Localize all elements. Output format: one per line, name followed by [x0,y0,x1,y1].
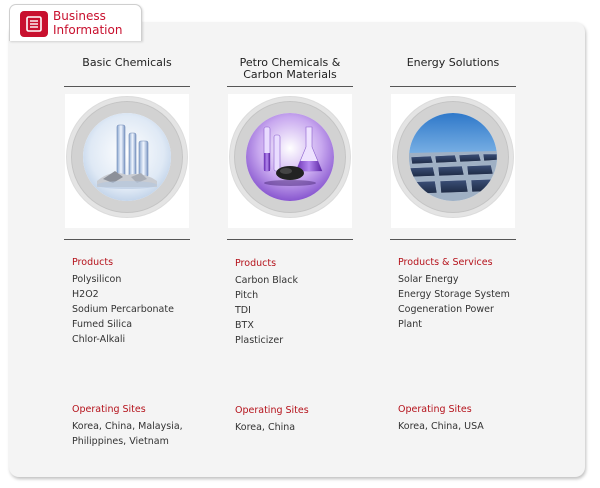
products-list: Solar Energy Energy Storage System Cogen… [398,272,510,332]
divider [227,86,353,87]
column-title: Basic Chemicals [82,56,172,69]
image-frame [391,94,515,228]
list-item: Polysilicon [72,274,122,285]
operating-sites-text: Korea, China, Malaysia, Philippines, Vie… [72,421,183,447]
list-item: Solar Energy [398,274,459,285]
list-item: Carbon Black [235,275,298,286]
divider [64,239,190,240]
column-title: Petro Chemicals & Carbon Materials [239,56,341,81]
operating-sites-text: Korea, China [235,422,296,433]
products-list: Polysilicon H2O2 Sodium Percarbonate Fum… [72,272,174,347]
divider [390,239,516,240]
operating-sites-heading: Operating Sites [235,405,309,416]
products-heading: Products [72,257,114,268]
business-information-tab[interactable]: Business Information [9,4,142,41]
list-item: Plant [398,319,422,330]
list-item: H2O2 [72,289,99,300]
image-frame [228,94,352,228]
list-item: Chlor-Alkali [72,334,126,345]
divider [227,239,353,240]
list-item: Plasticizer [235,335,284,346]
operating-sites-heading: Operating Sites [72,404,146,415]
tab-label: Business Information [53,9,123,37]
list-item: Sodium Percarbonate [72,304,174,315]
list-item: Pitch [235,290,259,301]
solar-panel-field-image [409,113,497,201]
divider [64,86,190,87]
products-heading: Products [235,258,277,269]
list-item: Energy Storage System [398,289,510,300]
document-list-icon [20,11,48,37]
operating-sites-heading: Operating Sites [398,404,472,415]
list-item: Cogeneration Power [398,304,494,315]
lab-glassware-silver-image [83,113,171,201]
purple-flasks-carbon-image [246,113,334,201]
list-item: TDI [235,305,251,316]
image-frame [65,94,189,228]
products-list: Carbon Black Pitch TDI BTX Plasticizer [235,273,298,348]
list-item: Fumed Silica [72,319,133,330]
divider [390,86,516,87]
column-title: Energy Solutions [406,56,500,69]
products-services-heading: Products & Services [398,257,493,268]
operating-sites-text: Korea, China, USA [398,421,484,432]
list-item: BTX [235,320,254,331]
